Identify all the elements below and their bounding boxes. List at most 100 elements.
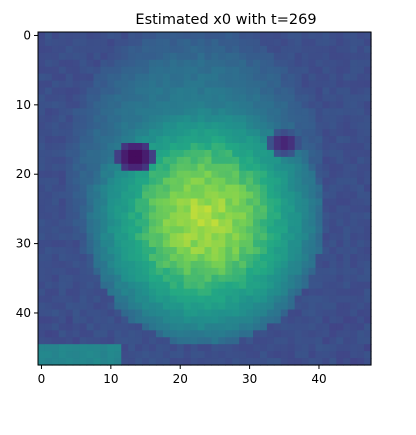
heatmap-cell [329,45,337,54]
heatmap-cell [176,94,185,102]
heatmap-cell [225,323,233,331]
heatmap-cell [128,38,136,47]
heatmap-cell [343,32,351,40]
heatmap-cell [364,101,372,109]
heatmap-cell [135,177,143,186]
heatmap-cell [44,170,53,179]
heatmap-cell [38,108,46,116]
heatmap-cell [176,288,185,297]
heatmap-cell [343,191,351,200]
heatmap-cell [183,136,192,144]
heatmap-cell [121,136,129,144]
heatmap-cell [72,59,81,68]
heatmap-cell [79,136,88,144]
heatmap-cell [58,260,67,269]
heatmap-cell [100,87,108,96]
heatmap-cell [253,66,261,75]
heatmap-cell [329,323,337,331]
heatmap-cell [86,281,95,290]
heatmap-cell [183,122,192,130]
heatmap-cell [350,52,358,61]
heatmap-cell [79,149,88,158]
heatmap-cell [301,226,310,234]
heatmap-cell [72,309,81,318]
heatmap-cell [107,233,115,241]
heatmap-cell [211,260,219,269]
heatmap-cell [322,115,330,123]
heatmap-cell [176,191,185,200]
heatmap-cell [38,52,46,61]
heatmap-cell [273,281,282,290]
heatmap-cell [301,240,310,248]
heatmap-cell [183,295,192,304]
heatmap-cell [273,156,282,165]
heatmap-cell [100,94,108,102]
heatmap-cell [121,358,129,366]
heatmap-cell [128,52,136,61]
heatmap-cell [273,66,282,75]
heatmap-cell [142,108,150,116]
heatmap-cell [51,87,60,96]
heatmap-cell [315,45,324,54]
heatmap-cell [364,295,372,304]
heatmap-cell [253,274,261,283]
heatmap-cell [197,38,206,47]
heatmap-cell [183,149,192,158]
heatmap-cell [114,330,122,338]
heatmap-cell [280,302,289,311]
heatmap-cell [162,337,171,345]
heatmap-cell [239,309,247,318]
heatmap-cell [266,344,275,352]
heatmap-cell [190,330,199,338]
heatmap-cell [336,122,344,130]
heatmap-cell [294,337,303,345]
heatmap-cell [79,309,88,318]
heatmap-cell [79,323,88,331]
heatmap-cell [218,191,226,200]
heatmap-cell [253,149,261,158]
heatmap-cell [149,309,157,318]
heatmap-cell [322,323,330,331]
heatmap-cell [350,156,358,165]
heatmap-cell [246,32,254,40]
heatmap-cell [322,240,330,248]
heatmap-cell [38,101,46,109]
heatmap-cell [135,66,143,75]
heatmap-cell [114,101,122,109]
heatmap-cell [239,323,247,331]
heatmap-cell [273,295,282,304]
heatmap-cell [232,295,240,304]
heatmap-cell [308,295,317,304]
heatmap-cell [142,323,150,331]
heatmap-cell [135,87,143,96]
heatmap-cell [343,52,351,61]
heatmap-cell [280,38,289,47]
heatmap-cell [121,254,129,262]
heatmap-cell [336,281,344,290]
heatmap-cell [329,330,337,338]
heatmap-cell [79,59,88,68]
heatmap-cell [364,309,372,318]
heatmap-cell [135,156,143,165]
heatmap-cell [183,156,192,165]
heatmap-cell [190,337,199,345]
heatmap-cell [142,358,150,366]
heatmap-cell [239,233,247,241]
heatmap-cell [142,295,150,304]
heatmap-cell [357,219,365,227]
heatmap-cell [86,309,95,318]
heatmap-cell [142,184,150,193]
heatmap-cell [100,136,108,144]
heatmap-cell [273,205,282,213]
heatmap-cell [287,316,296,324]
heatmap-cell [294,136,303,144]
heatmap-cell [190,66,199,75]
heatmap-cell [239,226,247,234]
heatmap-cell [183,129,192,137]
heatmap-cell [142,337,150,345]
heatmap-cell [364,149,372,158]
heatmap-cell [93,52,102,61]
heatmap-cell [260,288,268,297]
heatmap-cell [280,177,289,186]
heatmap-cell [155,94,164,102]
